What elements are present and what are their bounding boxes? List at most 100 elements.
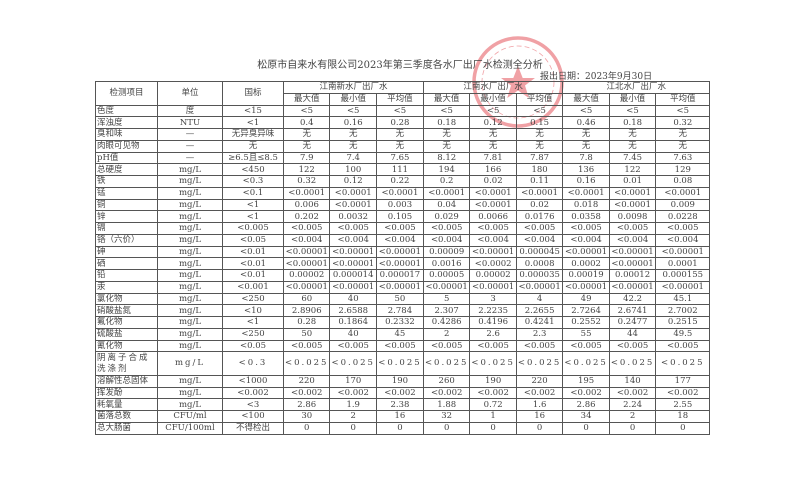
cell-max: <0.00001 xyxy=(282,245,331,259)
cell-standard: <3 xyxy=(222,398,284,411)
cell-min: <0.005 xyxy=(329,339,377,353)
cell-min: 无 xyxy=(469,139,517,153)
cell-max: 0.0002 xyxy=(562,257,610,270)
cell-avg: 2.3 xyxy=(515,327,564,341)
cell-avg: 2.2655 xyxy=(515,304,564,317)
cell-min: 0 xyxy=(608,421,657,435)
cell-min: <0.005 xyxy=(469,339,517,353)
cell-min: <0.025 xyxy=(608,351,657,376)
cell-min: 0.00002 xyxy=(469,269,517,282)
cell-item-name: 锌 xyxy=(95,210,158,223)
cell-unit: mg/L xyxy=(157,163,223,176)
header-min: 最小值 xyxy=(469,92,517,106)
cell-min: 190 xyxy=(469,374,517,388)
cell-max: 2.307 xyxy=(422,304,471,317)
cell-item-name: 挥发酚 xyxy=(95,386,158,400)
cell-min: <0.0001 xyxy=(329,198,377,212)
cell-max: <5 xyxy=(422,104,471,118)
table-row: 铜 mg/L <1 0.006 <0.0001 0.003 0.04 <0.0001 0.02 0… xyxy=(95,198,711,212)
cell-max: <0.00001 xyxy=(282,257,331,270)
cell-min: 40 xyxy=(329,327,377,341)
cell-avg: <0.002 xyxy=(515,386,564,400)
cell-item-name: 氯化物 xyxy=(95,292,158,306)
cell-item-name: 氟化物 xyxy=(95,316,158,329)
header-avg: 平均值 xyxy=(515,92,564,106)
cell-unit: — xyxy=(157,151,223,165)
cell-max: <0.005 xyxy=(282,222,331,235)
cell-standard: <0.05 xyxy=(222,233,284,247)
cell-unit: mg/L xyxy=(157,386,223,400)
cell-unit: mg/L xyxy=(157,233,223,247)
cell-max: 5 xyxy=(422,292,471,306)
cell-max: 无 xyxy=(422,128,471,141)
table-body: 色度度 <15 <5 <5 <5 <5 <5 <5 <5 <5 <5 浑浊度 NTU <1 0.4 0.16 0… xyxy=(95,104,711,435)
cell-min: 170 xyxy=(329,374,377,388)
cell-avg: <0.00001 xyxy=(375,257,424,270)
cell-max: <5 xyxy=(282,104,331,118)
cell-avg: 7.65 xyxy=(375,151,424,165)
cell-max: 0.28 xyxy=(282,316,331,329)
cell-standard: <0.005 xyxy=(222,222,284,235)
cell-avg: <0.0001 xyxy=(515,186,564,200)
cell-min: 0.01 xyxy=(608,175,657,188)
cell-max: <0.005 xyxy=(422,339,471,353)
cell-max: 无 xyxy=(562,128,610,141)
cell-avg: 0.4241 xyxy=(515,316,564,329)
cell-avg: 45 xyxy=(375,327,424,341)
cell-avg: 0.0176 xyxy=(515,210,564,223)
cell-unit: mg/L xyxy=(157,222,223,235)
cell-max: 0.46 xyxy=(562,116,610,129)
cell-min: 1 xyxy=(469,410,517,423)
cell-max: <0.002 xyxy=(282,386,331,400)
cell-item-name: 硒 xyxy=(95,257,158,270)
cell-max: <0.005 xyxy=(422,222,471,235)
cell-min: <5 xyxy=(469,104,517,118)
cell-min: <0.002 xyxy=(608,386,657,400)
cell-unit: mg/L xyxy=(157,351,223,376)
cell-max: <0.0001 xyxy=(562,186,610,200)
cell-min: 0.00012 xyxy=(608,269,657,282)
cell-avg: <0.004 xyxy=(515,233,564,247)
cell-avg: 0.08 xyxy=(655,175,711,188)
water-quality-table: 检测项目 单位 国标 江南新水厂出厂水 江南水厂出厂水 江北水厂出厂水 最大值 … xyxy=(95,81,711,435)
cell-min: 2.6 xyxy=(469,327,517,341)
cell-min: 140 xyxy=(608,374,657,388)
header-standard: 国标 xyxy=(222,81,284,106)
cell-max: <0.005 xyxy=(282,339,331,353)
cell-avg: 7.63 xyxy=(655,151,711,165)
cell-item-name: 铅 xyxy=(95,269,158,282)
header-max: 最大值 xyxy=(422,92,471,106)
cell-unit: mg/L xyxy=(157,304,223,317)
cell-max: <0.004 xyxy=(422,233,471,247)
cell-avg: 无 xyxy=(515,139,564,153)
cell-avg: 190 xyxy=(375,374,424,388)
cell-min: <0.00001 xyxy=(608,280,657,294)
cell-min: <0.0001 xyxy=(329,186,377,200)
cell-avg: <0.00001 xyxy=(375,280,424,294)
cell-avg: 0.0228 xyxy=(655,210,711,223)
cell-standard: <10 xyxy=(222,304,284,317)
cell-avg: <5 xyxy=(375,104,424,118)
cell-max: 49 xyxy=(562,292,610,306)
cell-avg: 7.87 xyxy=(515,151,564,165)
cell-avg: 129 xyxy=(655,163,711,176)
header-item: 检测项目 xyxy=(95,81,158,106)
cell-standard: <15 xyxy=(222,104,284,118)
cell-max: 2.7264 xyxy=(562,304,610,317)
cell-standard: <250 xyxy=(222,292,284,306)
cell-standard: <0.002 xyxy=(222,386,284,400)
header-max: 最大值 xyxy=(282,92,331,106)
cell-standard: 不得检出 xyxy=(222,421,284,435)
cell-avg: 0.11 xyxy=(515,175,564,188)
cell-min: <0.002 xyxy=(469,386,517,400)
cell-avg: 16 xyxy=(375,410,424,423)
cell-standard: <0.01 xyxy=(222,269,284,282)
cell-min: <0.00001 xyxy=(608,245,657,259)
cell-avg: 0.2332 xyxy=(375,316,424,329)
cell-standard: 无异臭异味 xyxy=(222,128,284,141)
cell-avg: <0.00001 xyxy=(655,245,711,259)
cell-max: 8.12 xyxy=(422,151,471,165)
cell-standard: <0.05 xyxy=(222,339,284,353)
cell-min: <0.025 xyxy=(469,351,517,376)
cell-min: 无 xyxy=(608,139,657,153)
